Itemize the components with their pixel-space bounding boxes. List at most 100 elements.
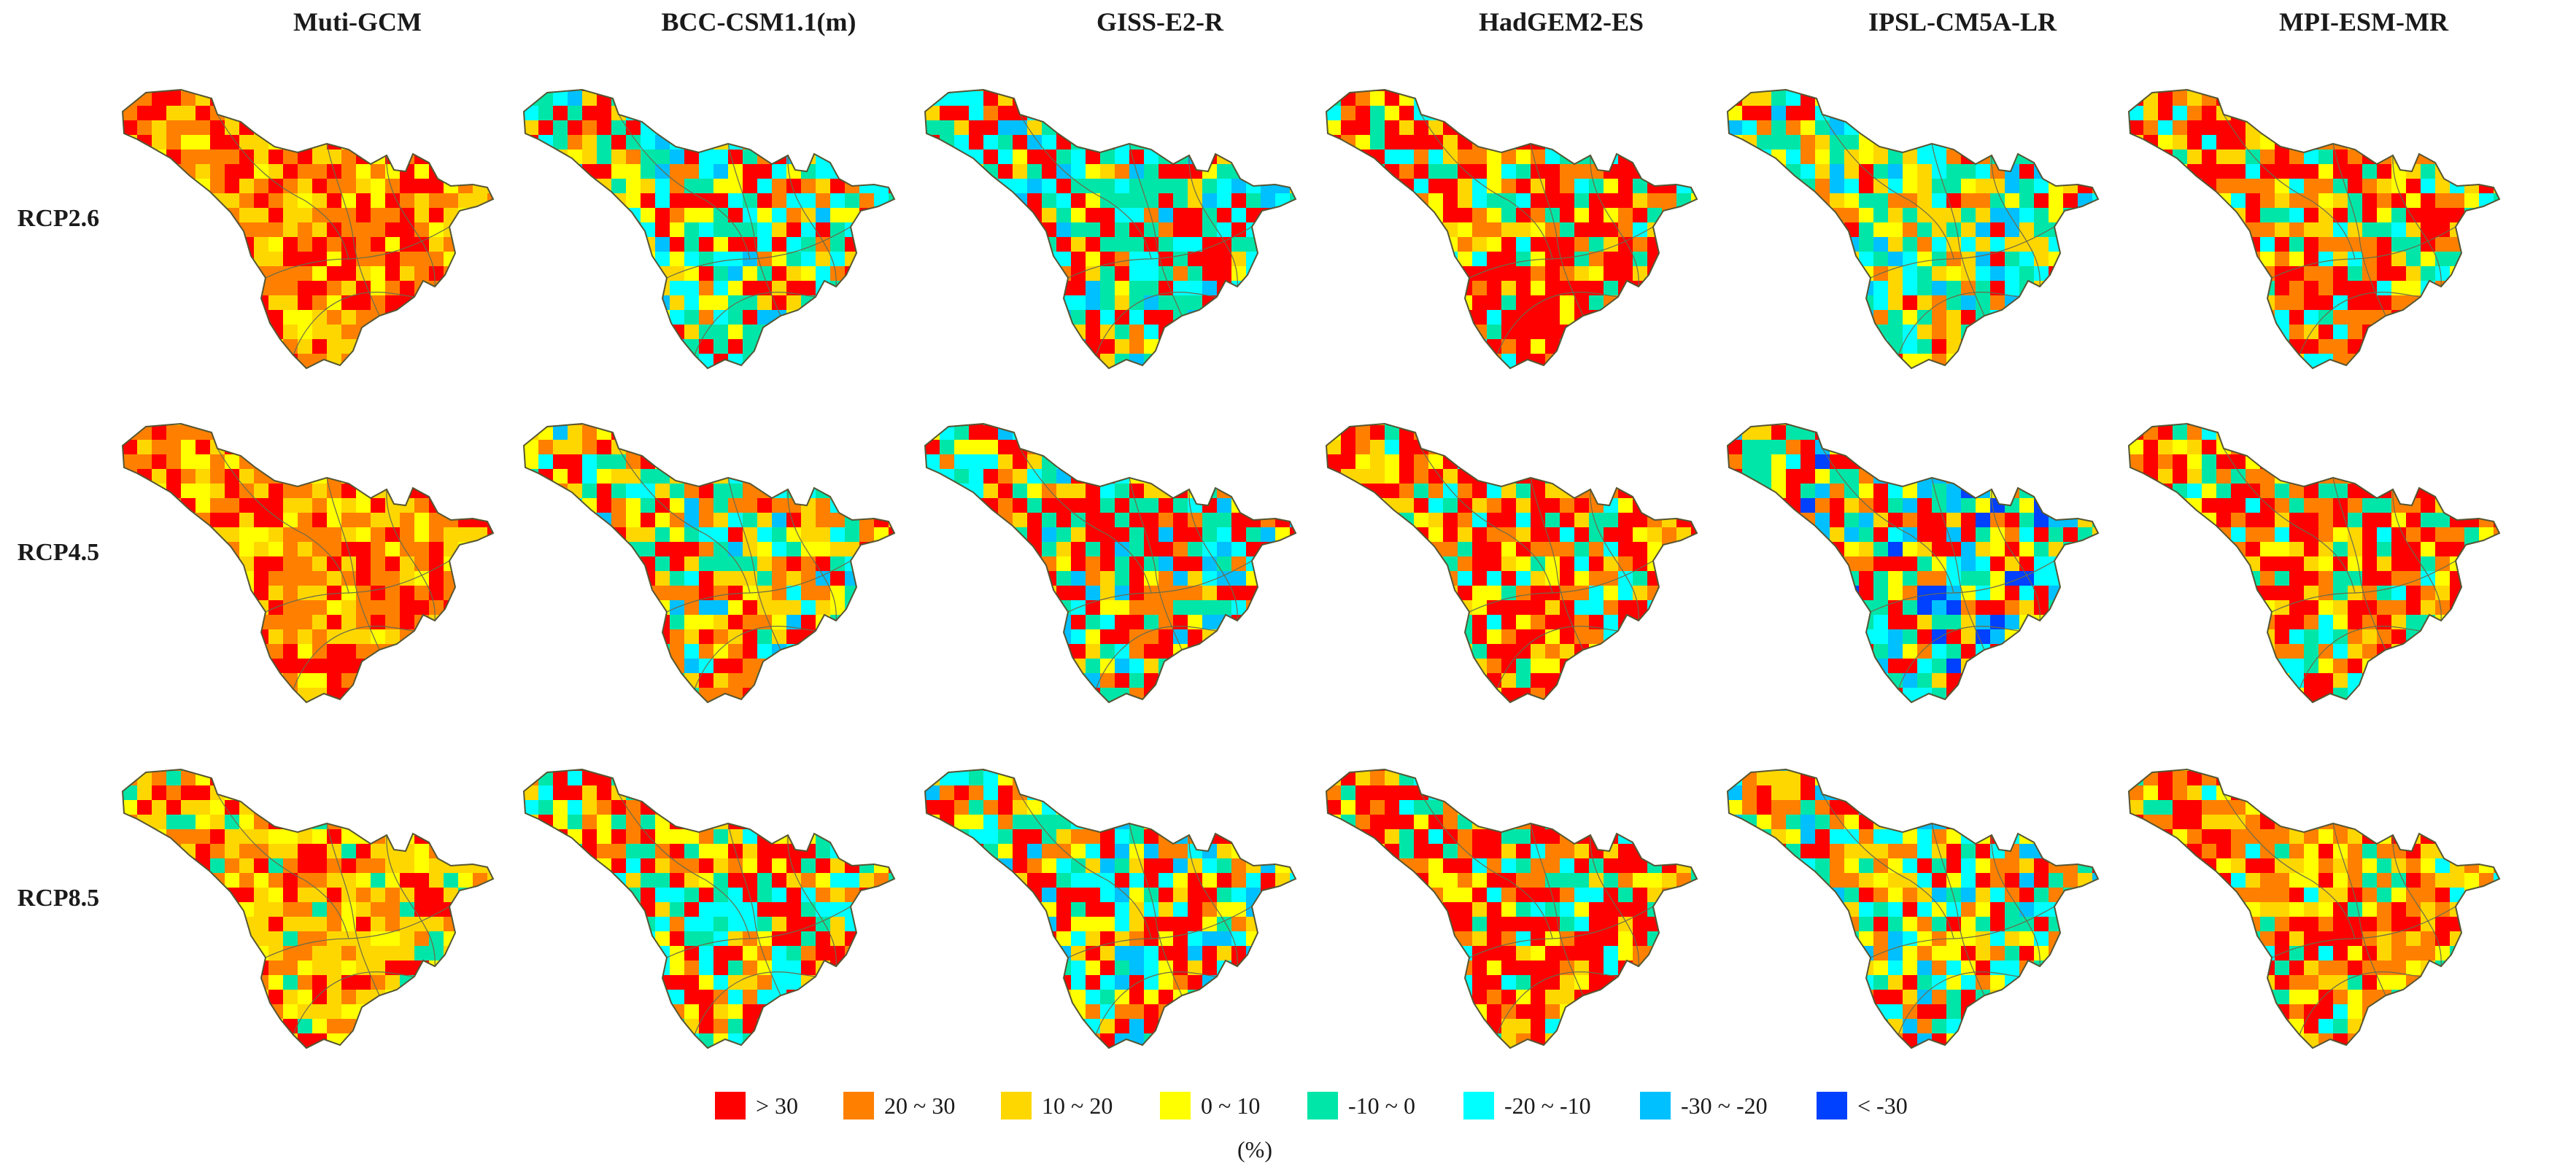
grid-cell (2216, 252, 2231, 266)
grid-cell (123, 368, 137, 383)
grid-cell (123, 571, 137, 586)
grid-cell (859, 91, 874, 106)
grid-cell (553, 615, 568, 629)
grid-cell (356, 600, 371, 615)
grid-cell (670, 629, 684, 644)
grid-cell (283, 484, 298, 498)
grid-cell (597, 106, 611, 120)
grid-cell (2078, 150, 2092, 164)
grid-cell (568, 425, 582, 440)
grid-cell (210, 702, 225, 717)
grid-cell (998, 135, 1013, 150)
grid-cell (429, 150, 444, 164)
grid-cell (1115, 440, 1129, 454)
grid-cell (1662, 252, 1676, 266)
grid-cell (2479, 90, 2494, 91)
grid-cell (998, 368, 1013, 383)
grid-cell (2231, 135, 2246, 150)
grid-cell (2421, 90, 2435, 91)
grid-cell (2078, 90, 2092, 91)
grid-cell (444, 354, 458, 368)
grid-cells (925, 424, 1296, 702)
grid-cell (524, 135, 538, 150)
grid-cell (385, 325, 400, 339)
grid-cell (509, 629, 524, 644)
grid-cell (983, 252, 998, 266)
grid-cell (225, 252, 239, 266)
grid-cell (1691, 208, 1697, 222)
grid-cell (1873, 90, 1888, 91)
grid-cell (553, 193, 568, 208)
grid-cell (983, 120, 998, 135)
grid-cell (1370, 90, 1385, 91)
grid-cell (400, 135, 414, 150)
grid-cell (830, 469, 845, 484)
grid-cell (137, 90, 152, 91)
grid-cell (597, 673, 611, 688)
grid-cell (327, 454, 341, 469)
grid-cell (699, 120, 713, 135)
grid-cell (1516, 252, 1531, 266)
grid-cell (568, 208, 582, 222)
grid-cell (889, 629, 894, 644)
grid-cell (1013, 208, 1027, 222)
grid-cell (1188, 469, 1202, 484)
grid-cell (1932, 368, 1946, 383)
grid-cell (910, 354, 925, 368)
grid-cell (181, 325, 196, 339)
grid-cell (371, 542, 385, 556)
grid-cell (196, 164, 210, 179)
grid-cell (1399, 281, 1414, 295)
grid-cell (699, 615, 713, 629)
grid-cell (2450, 164, 2464, 179)
grid-cell (268, 498, 283, 513)
grid-cell (458, 702, 473, 717)
grid-cell (983, 498, 998, 513)
grid-cell (444, 659, 458, 673)
grid-cell (940, 310, 954, 325)
grid-cell (1501, 266, 1516, 281)
grid-cell (327, 484, 341, 498)
grid-cell (940, 484, 954, 498)
grid-cell (1275, 454, 1290, 469)
grid-cell (1501, 208, 1516, 222)
grid-cell (341, 150, 356, 164)
grid-cell (611, 644, 626, 659)
grid-cell (1574, 325, 1589, 339)
grid-cell (196, 91, 210, 106)
grid-cell (655, 354, 670, 368)
grid-cell (1873, 91, 1888, 106)
grid-cell (713, 615, 728, 629)
grid-cell (568, 106, 582, 120)
grid-cell (509, 484, 524, 498)
grid-cell (582, 659, 597, 673)
grid-cell (713, 310, 728, 325)
grid-cell (845, 325, 859, 339)
grid-cell (626, 513, 641, 527)
grid-cell (874, 454, 889, 469)
grid-cell (743, 325, 757, 339)
grid-cell (1501, 135, 1516, 150)
grid-cell (998, 339, 1013, 354)
grid-cell (772, 325, 786, 339)
grid-cell (2078, 164, 2092, 179)
grid-cell (196, 688, 210, 702)
grid-cell (969, 295, 983, 310)
grid-cell (1691, 222, 1697, 237)
grid-cell (582, 644, 597, 659)
grid-cell (582, 571, 597, 586)
sub-basin-boundary (1067, 226, 1253, 279)
grid-cell (2333, 120, 2348, 135)
grid-cell (2078, 106, 2092, 120)
grid-cell (327, 266, 341, 281)
grid-cell (298, 673, 312, 688)
grid-cell (655, 281, 670, 295)
grid-cell (2464, 281, 2479, 295)
grid-cell (196, 266, 210, 281)
grid-cell (166, 424, 181, 425)
grid-cell (1516, 120, 1531, 135)
grid-cell (1946, 295, 1961, 310)
grid-cell (1246, 440, 1261, 454)
grid-cell (524, 440, 538, 454)
grid-cell (1574, 91, 1589, 106)
